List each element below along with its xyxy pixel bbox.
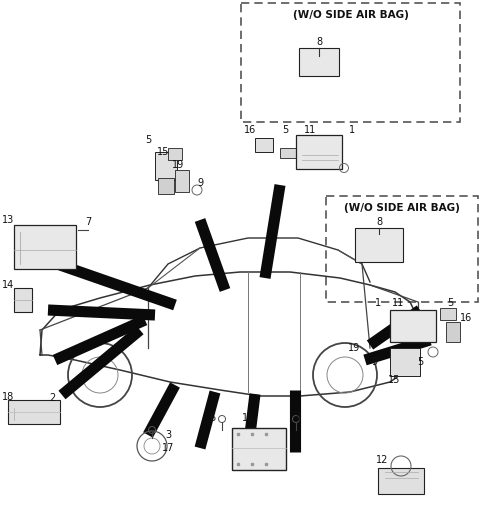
Text: 3: 3: [165, 430, 171, 440]
Bar: [232, 428, 286, 470]
Text: 11: 11: [304, 125, 316, 135]
Bar: [378, 468, 424, 494]
Text: 1: 1: [375, 298, 381, 308]
Text: 9: 9: [371, 357, 377, 367]
Text: 5: 5: [145, 135, 151, 145]
Bar: [326, 196, 478, 302]
Text: 16: 16: [460, 313, 472, 323]
Bar: [355, 228, 403, 262]
Text: 13: 13: [2, 215, 14, 225]
Text: (W/O SIDE AIR BAG): (W/O SIDE AIR BAG): [293, 10, 408, 20]
Text: 16: 16: [244, 125, 256, 135]
Text: (W/O SIDE AIR BAG): (W/O SIDE AIR BAG): [344, 203, 460, 213]
Bar: [280, 148, 296, 158]
Text: 8: 8: [316, 37, 322, 47]
Bar: [155, 152, 177, 180]
Bar: [390, 310, 436, 342]
Bar: [440, 308, 456, 320]
Bar: [8, 400, 60, 424]
Bar: [390, 348, 420, 376]
Text: 19: 19: [172, 160, 184, 170]
Text: 7: 7: [85, 217, 91, 227]
Text: 2: 2: [49, 393, 55, 403]
Bar: [168, 148, 182, 160]
Text: 12: 12: [376, 455, 388, 465]
Bar: [14, 288, 32, 312]
Text: 6: 6: [209, 413, 215, 423]
Text: 8: 8: [376, 217, 382, 227]
Text: 15: 15: [388, 375, 400, 385]
Text: 5: 5: [447, 298, 453, 308]
Text: 5: 5: [282, 125, 288, 135]
Text: 14: 14: [2, 280, 14, 290]
Bar: [175, 170, 189, 192]
Bar: [158, 178, 174, 194]
Text: 15: 15: [157, 147, 169, 157]
Text: 19: 19: [348, 343, 360, 353]
Bar: [14, 225, 76, 269]
Bar: [241, 3, 460, 122]
Bar: [299, 48, 339, 76]
Text: 18: 18: [2, 392, 14, 402]
Text: 17: 17: [162, 443, 174, 453]
Text: 9: 9: [197, 178, 203, 188]
Text: 4: 4: [295, 413, 301, 423]
Bar: [446, 322, 460, 342]
Bar: [255, 138, 273, 152]
Text: 10: 10: [242, 413, 254, 423]
Bar: [296, 135, 342, 169]
Text: 1: 1: [349, 125, 355, 135]
Text: 11: 11: [392, 298, 404, 308]
Text: 5: 5: [417, 357, 423, 367]
